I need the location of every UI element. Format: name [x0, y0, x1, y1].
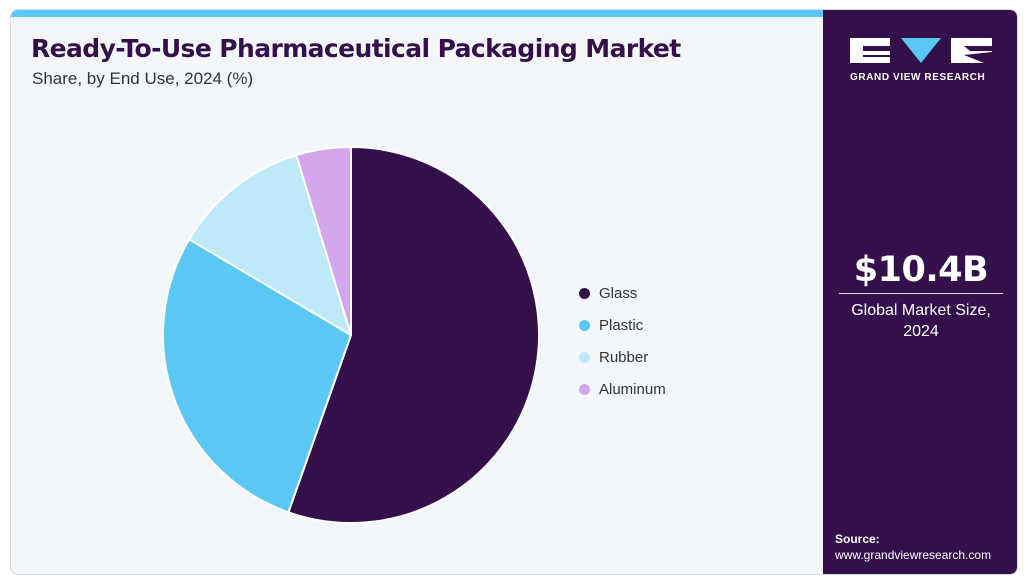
- market-size-value: $10.4B: [853, 250, 989, 290]
- legend-swatch-plastic: [579, 319, 590, 331]
- market-size-label-line1: Global Market Size,: [851, 302, 991, 319]
- legend-item-rubber: Rubber: [579, 341, 666, 373]
- source-label: Source:: [835, 532, 880, 546]
- legend-swatch-glass: [579, 287, 590, 299]
- market-size-label-line2: 2024: [903, 323, 939, 340]
- gvr-logo-icon: [850, 38, 992, 63]
- pie-slice-aluminum: [295, 146, 352, 336]
- legend-label-plastic: Plastic: [599, 316, 644, 334]
- legend-item-glass: Glass: [579, 277, 666, 309]
- brand-logo: GRAND VIEW RESEARCH: [850, 38, 992, 83]
- chart-subtitle: Share, by End Use, 2024 (%): [32, 69, 254, 88]
- accent-bar: [11, 10, 823, 17]
- source-note: Source: www.grandviewresearch.com: [835, 531, 991, 563]
- legend-label-rubber: Rubber: [599, 348, 649, 366]
- chart-legend: Glass Plastic Rubber Aluminum: [579, 277, 666, 405]
- legend-item-aluminum: Aluminum: [579, 373, 666, 405]
- legend-item-plastic: Plastic: [579, 309, 666, 341]
- logo-text: GRAND VIEW RESEARCH: [850, 72, 986, 83]
- market-size-divider: [839, 293, 1003, 294]
- pie-slice-rubber: [188, 154, 352, 336]
- legend-swatch-rubber: [579, 351, 590, 363]
- market-size-label: Global Market Size, 2024: [823, 300, 1017, 342]
- sidebar-panel: GRAND VIEW RESEARCH $10.4B Global Market…: [823, 10, 1017, 574]
- chart-card: Ready-To-Use Pharmaceutical Packaging Ma…: [10, 9, 1018, 575]
- legend-label-glass: Glass: [599, 284, 638, 302]
- legend-swatch-aluminum: [579, 383, 590, 395]
- pie-chart: [162, 146, 540, 524]
- chart-title: Ready-To-Use Pharmaceutical Packaging Ma…: [31, 34, 681, 63]
- chart-panel: Ready-To-Use Pharmaceutical Packaging Ma…: [11, 10, 823, 574]
- legend-label-aluminum: Aluminum: [599, 380, 666, 398]
- source-url: www.grandviewresearch.com: [835, 548, 992, 562]
